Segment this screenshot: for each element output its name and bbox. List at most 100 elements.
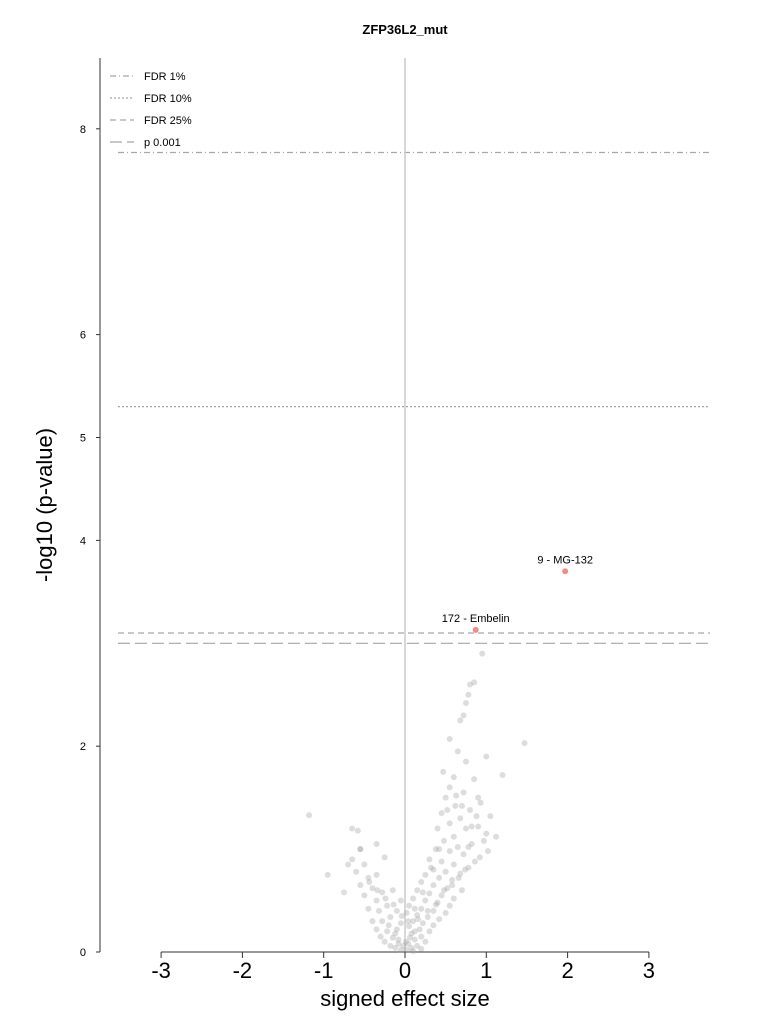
data-point (387, 914, 394, 921)
data-point (454, 748, 461, 755)
data-point (467, 806, 474, 813)
data-point (471, 858, 478, 865)
highlight-layer: 9 - MG-132 172 - Embelin (442, 554, 593, 633)
data-point (418, 945, 425, 952)
data-point (403, 909, 410, 916)
data-point (400, 942, 407, 949)
data-point (414, 887, 421, 894)
data-point (373, 897, 380, 904)
legend: FDR 1% FDR 10% FDR 25% p 0.001 (110, 71, 192, 149)
data-point (471, 679, 478, 686)
data-point (398, 912, 405, 919)
data-point (406, 902, 413, 909)
data-point (521, 740, 528, 747)
data-point (382, 895, 389, 902)
data-point (361, 861, 368, 868)
data-point (446, 820, 453, 827)
data-point (392, 930, 399, 937)
data-point (402, 938, 409, 945)
data-point (457, 870, 464, 877)
data-point (361, 892, 368, 899)
data-point (467, 681, 474, 688)
data-point (366, 879, 373, 886)
data-point (345, 861, 352, 868)
data-point (475, 823, 482, 830)
data-point (446, 848, 453, 855)
data-point (385, 922, 392, 929)
x-tick-label: 3 (643, 958, 655, 983)
data-point (365, 905, 372, 912)
data-point (418, 905, 425, 912)
y-axis-label: -log10 (p-value) (32, 428, 57, 582)
data-point (430, 907, 437, 914)
data-point (395, 940, 402, 947)
data-point (405, 918, 412, 925)
x-tick-label: 1 (480, 958, 492, 983)
data-point (450, 895, 457, 902)
data-point (436, 874, 443, 881)
data-point (357, 846, 364, 853)
data-point (422, 938, 429, 945)
data-point (381, 938, 388, 945)
data-point (424, 907, 431, 914)
highlighted-point-label: 9 - MG-132 (537, 554, 593, 566)
data-point (406, 934, 413, 941)
data-point (499, 772, 506, 779)
data-point (454, 844, 461, 851)
data-point (379, 918, 386, 925)
data-point (436, 846, 443, 853)
data-point (458, 887, 465, 894)
data-point (436, 916, 443, 923)
data-point (480, 837, 487, 844)
data-point (354, 827, 361, 834)
data-point (369, 885, 376, 892)
data-point (462, 866, 469, 873)
data-point (357, 846, 364, 853)
data-point (468, 840, 475, 847)
data-point (441, 887, 448, 894)
data-point (415, 916, 422, 923)
y-tick-label: 0 (80, 947, 86, 959)
data-point (473, 813, 480, 820)
data-point (373, 840, 380, 847)
data-point (395, 936, 402, 943)
data-point (457, 717, 464, 724)
data-point (357, 882, 364, 889)
data-point (453, 792, 460, 799)
data-point (349, 856, 356, 863)
legend-label: FDR 10% (144, 93, 192, 105)
data-point (419, 920, 426, 927)
data-point (381, 854, 388, 861)
data-point (442, 909, 449, 916)
chart-title: ZFP36L2_mut (362, 22, 448, 37)
data-point (446, 902, 453, 909)
data-point (374, 887, 381, 894)
data-point (414, 911, 421, 918)
data-point (418, 879, 425, 886)
data-point (410, 947, 417, 954)
data-point (397, 920, 404, 927)
data-point (418, 933, 425, 940)
data-point (457, 815, 464, 822)
data-point (341, 889, 348, 896)
y-tick-label: 2 (80, 741, 86, 753)
data-point (460, 851, 467, 858)
data-point (424, 914, 431, 921)
data-point (406, 923, 413, 930)
x-tick-label: 2 (561, 958, 573, 983)
highlighted-point (472, 626, 479, 633)
data-point (483, 830, 490, 837)
x-axis-label: signed effect size (320, 986, 490, 1011)
data-point (422, 871, 429, 878)
data-point (477, 799, 484, 806)
data-point (389, 887, 396, 894)
data-point (465, 864, 472, 871)
data-point (446, 735, 453, 742)
data-point (458, 802, 465, 809)
y-tick-label: 6 (80, 330, 86, 342)
y-axis: 0 2 4 5 6 8 (80, 58, 101, 959)
data-point (353, 868, 360, 875)
x-tick-label: -1 (314, 958, 334, 983)
data-point (468, 823, 475, 830)
